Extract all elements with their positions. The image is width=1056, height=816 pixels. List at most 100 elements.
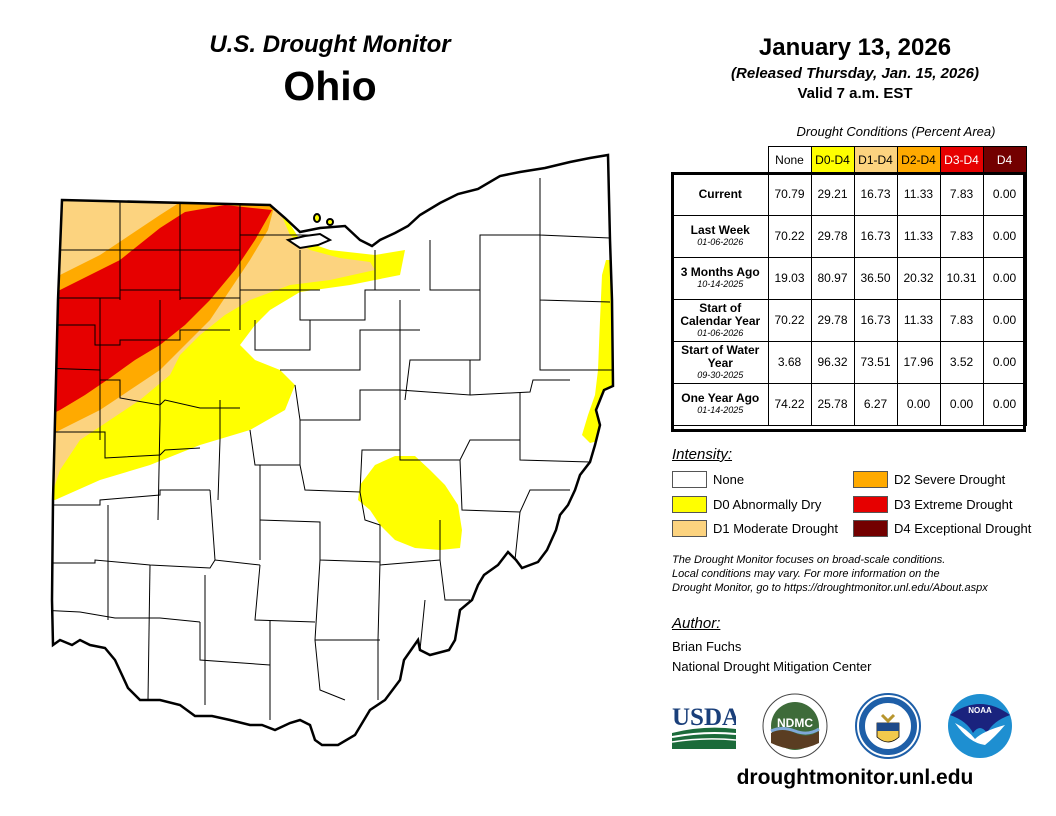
cell-value: 0.00 bbox=[982, 172, 1027, 216]
cell-value: 16.73 bbox=[853, 298, 898, 342]
usda-logo: USDA bbox=[672, 704, 736, 749]
cell-value: 74.22 bbox=[767, 382, 812, 426]
release-date: (Released Thursday, Jan. 15, 2026) bbox=[731, 65, 979, 82]
cell-value: 0.00 bbox=[896, 382, 941, 426]
cell-value: 0.00 bbox=[982, 340, 1027, 384]
legend-d4: D4 Exceptional Drought bbox=[853, 520, 1031, 537]
noaa-text: NOAA bbox=[968, 706, 992, 715]
cell-value: 7.83 bbox=[939, 298, 984, 342]
col-d2-d4: D2-D4 bbox=[896, 146, 941, 174]
row-label-text: Start of Water Year bbox=[681, 342, 760, 370]
d1-zone-nw bbox=[52, 195, 185, 285]
note-line: The Drought Monitor focuses on broad-sca… bbox=[672, 554, 946, 566]
state-name: Ohio bbox=[283, 63, 377, 109]
cell-value: 17.96 bbox=[896, 340, 941, 384]
row-label: Current bbox=[672, 172, 769, 216]
row-label: Start of Calendar Year 01-06-2026 bbox=[672, 298, 769, 342]
cell-value: 70.22 bbox=[767, 214, 812, 258]
row-label: Start of Water Year 09-30-2025 bbox=[672, 340, 769, 384]
row-label-text: Last Week bbox=[690, 223, 750, 237]
map-title: U.S. Drought Monitor bbox=[209, 31, 451, 58]
author-info: Brian Fuchs National Drought Mitigation … bbox=[672, 637, 871, 677]
swatch-d4 bbox=[853, 520, 888, 537]
map-date: January 13, 2026 bbox=[758, 34, 952, 61]
legend-d0: D0 Abnormally Dry bbox=[672, 496, 821, 513]
table-row: Current 70.79 29.21 16.73 11.33 7.83 0.0… bbox=[672, 172, 1027, 216]
legend-label: None bbox=[713, 472, 745, 487]
ndmc-logo: NDMC bbox=[762, 693, 828, 759]
row-date: 01-06-2026 bbox=[697, 237, 744, 247]
legend-label: D2 Severe Drought bbox=[894, 472, 1006, 487]
note-line: Drought Monitor, go to https://droughtmo… bbox=[672, 582, 988, 594]
cell-value: 29.78 bbox=[810, 298, 855, 342]
d3-zone bbox=[52, 205, 272, 420]
cell-value: 11.33 bbox=[896, 214, 941, 258]
swatch-none bbox=[672, 471, 707, 488]
note-line: Local conditions may vary. For more info… bbox=[672, 568, 940, 580]
legend-label: D1 Moderate Drought bbox=[713, 521, 839, 536]
table-row: One Year Ago 01-14-2025 74.22 25.78 6.27 … bbox=[672, 382, 1027, 426]
row-date: 01-06-2026 bbox=[697, 327, 744, 338]
col-none: None bbox=[767, 146, 812, 174]
swatch-d1 bbox=[672, 520, 707, 537]
cell-value: 10.31 bbox=[939, 256, 984, 300]
row-label: One Year Ago 01-14-2025 bbox=[672, 382, 769, 426]
table-caption: Drought Conditions (Percent Area) bbox=[796, 124, 996, 139]
commerce-seal-logo bbox=[855, 693, 921, 759]
cell-value: 80.97 bbox=[810, 256, 855, 300]
cell-value: 7.83 bbox=[939, 172, 984, 216]
col-d1-d4: D1-D4 bbox=[853, 146, 898, 174]
cell-value: 16.73 bbox=[853, 172, 898, 216]
row-label-text: Current bbox=[698, 187, 742, 201]
row-label-text: 3 Months Ago bbox=[680, 265, 760, 279]
cell-value: 11.33 bbox=[896, 298, 941, 342]
cell-value: 70.22 bbox=[767, 298, 812, 342]
disclaimer-note: The Drought Monitor focuses on broad-sca… bbox=[672, 553, 988, 595]
cell-value: 3.68 bbox=[767, 340, 812, 384]
ndmc-text: NDMC bbox=[777, 716, 813, 730]
legend-d1: D1 Moderate Drought bbox=[672, 520, 838, 537]
cell-value: 19.03 bbox=[767, 256, 812, 300]
noaa-logo: NOAA bbox=[948, 694, 1012, 758]
row-date: 01-14-2025 bbox=[697, 405, 744, 415]
cell-value: 0.00 bbox=[939, 382, 984, 426]
row-label: Last Week 01-06-2026 bbox=[672, 214, 769, 258]
usda-text: USDA bbox=[672, 704, 736, 731]
date-block: January 13, 2026 (Released Thursday, Jan… bbox=[690, 34, 1020, 104]
cell-value: 16.73 bbox=[853, 214, 898, 258]
legend-label: D0 Abnormally Dry bbox=[713, 497, 822, 512]
table-row: Last Week 01-06-2026 70.22 29.78 16.73 11… bbox=[672, 214, 1027, 258]
legend-title: Intensity: bbox=[672, 446, 733, 463]
row-label: 3 Months Ago 10-14-2025 bbox=[672, 256, 769, 300]
map-title-block: U.S. Drought Monitor Ohio bbox=[150, 30, 510, 110]
cell-value: 70.79 bbox=[767, 172, 812, 216]
table-corner bbox=[672, 146, 768, 175]
cell-value: 11.33 bbox=[896, 172, 941, 216]
table-header-row: None D0-D4 D1-D4 D2-D4 D3-D4 D4 bbox=[672, 146, 1027, 175]
d0-zone-east bbox=[582, 260, 613, 443]
row-date: 09-30-2025 bbox=[697, 369, 744, 380]
d0-zone-central bbox=[358, 456, 462, 550]
ohio-state-outline bbox=[50, 153, 615, 747]
swatch-d2 bbox=[853, 471, 888, 488]
cell-value: 3.52 bbox=[939, 340, 984, 384]
col-d0-d4: D0-D4 bbox=[810, 146, 855, 174]
footer-url[interactable]: droughtmonitor.unl.edu bbox=[736, 766, 974, 789]
cell-value: 20.32 bbox=[896, 256, 941, 300]
cell-value: 0.00 bbox=[982, 382, 1027, 426]
swatch-d3 bbox=[853, 496, 888, 513]
ohio-drought-map bbox=[50, 153, 615, 747]
county-boundaries bbox=[52, 155, 612, 720]
cell-value: 0.00 bbox=[982, 256, 1027, 300]
table-row: 3 Months Ago 10-14-2025 19.03 80.97 36.50… bbox=[672, 256, 1027, 300]
author-org: National Drought Mitigation Center bbox=[672, 659, 872, 674]
swatch-d0 bbox=[672, 496, 707, 513]
cell-value: 36.50 bbox=[853, 256, 898, 300]
cell-value: 25.78 bbox=[810, 382, 855, 426]
cell-value: 29.21 bbox=[810, 172, 855, 216]
drought-conditions-table: None D0-D4 D1-D4 D2-D4 D3-D4 D4 Current … bbox=[672, 146, 1027, 426]
author-name: Brian Fuchs bbox=[672, 639, 742, 654]
legend-d2: D2 Severe Drought bbox=[853, 471, 1005, 488]
valid-time: Valid 7 a.m. EST bbox=[797, 85, 913, 102]
row-date: 10-14-2025 bbox=[697, 279, 744, 289]
